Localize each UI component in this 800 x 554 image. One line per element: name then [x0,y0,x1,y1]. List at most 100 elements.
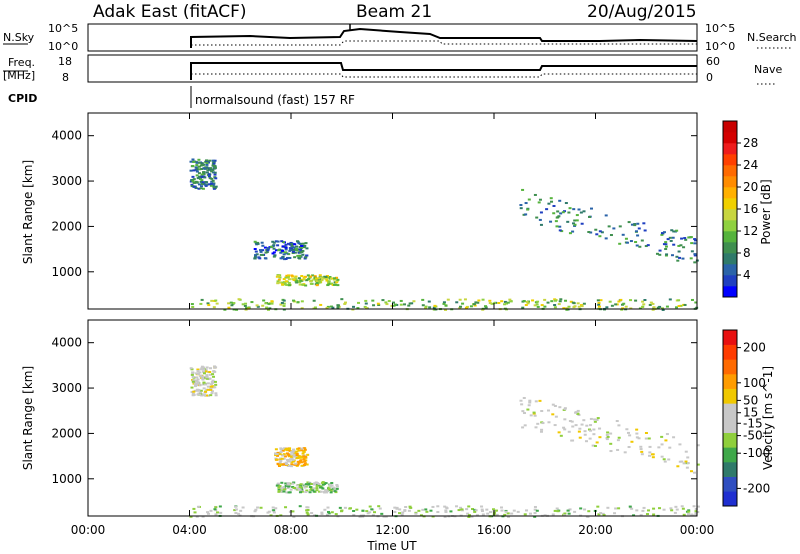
echo-cell [300,251,304,254]
echo-cell [200,173,204,176]
echo-cell [300,490,304,493]
echo-cell [433,304,437,307]
echo-cell [286,487,290,490]
echo-cell [672,230,676,233]
echo-cell [330,481,334,484]
echo-cell [234,505,238,508]
echo-cell [289,488,293,491]
echo-cell [335,485,339,488]
echo-cell [195,181,199,184]
echo-cell [200,367,204,370]
echo-cell [261,253,265,256]
echo-cell [274,507,278,510]
echo-cell [310,487,314,490]
echo-cell [284,276,288,279]
echo-cell [314,278,318,281]
echo-cell [302,464,306,467]
echo-cell [206,169,210,172]
echo-cell [287,275,291,278]
echo-cell [294,280,298,283]
echo-cell [302,276,306,279]
echo-cell [280,240,284,243]
echo-cell [477,299,481,302]
echo-cell [199,185,203,188]
echo-cell [318,280,322,283]
echo-cell [444,510,448,513]
echo-cell [578,436,582,439]
x-tick-label: 12:00 [375,523,410,537]
echo-cell [539,223,543,226]
echo-cell [639,445,643,448]
echo-cell [467,515,471,518]
echo-cell [189,160,193,163]
echo-cell [194,384,198,387]
echo-cell [599,512,603,515]
echo-cell [574,424,578,427]
echo-cell [298,255,302,258]
echo-cell [301,249,305,252]
echo-cell [591,444,595,447]
echo-cell [321,481,325,484]
echo-cell [561,211,565,214]
echo-cell [295,452,299,455]
echo-region-mid-range-patch [274,447,310,468]
echo-cell [292,246,296,249]
echo-cell [199,391,203,394]
echo-cell [637,437,641,440]
echo-cell [295,450,299,453]
echo-cell [333,490,337,493]
echo-cell [288,453,292,456]
echo-cell [640,450,644,453]
echo-cell [605,306,609,309]
echo-cell [670,509,674,512]
echo-cell [291,510,295,513]
echo-cell [205,159,209,162]
echo-cell [662,458,666,461]
echo-cell [617,507,621,510]
echo-cell [284,251,288,254]
colorbar-swatch [723,388,737,404]
echo-cell [432,306,436,309]
echo-cell [195,380,199,383]
echo-cell [293,256,297,259]
echo-cell [492,508,496,511]
echo-cell [589,424,593,427]
echo-cell [365,307,369,310]
echo-cell [436,511,440,514]
echo-cell [328,276,332,279]
echo-cell [284,484,288,487]
echo-cell [290,461,294,464]
echo-cell [204,370,208,373]
colorbar-swatch [723,132,737,144]
echo-cell [315,281,319,284]
echo-cell [551,403,555,406]
echo-cell [309,280,313,283]
echo-cell [287,449,291,452]
echo-cell [377,505,381,508]
echo-cell [291,458,295,461]
echo-cell [315,483,319,486]
echo-cell [202,387,206,390]
velocity-echoes [189,365,700,518]
echo-cell [692,471,696,474]
echo-cell [432,308,436,311]
echo-cell [297,449,301,452]
echo-cell [299,456,303,459]
echo-cell [298,505,302,508]
echo-cell [326,305,330,308]
y-tick-label: 4000 [51,129,82,143]
echo-cell [475,514,479,517]
echo-cell [274,448,278,451]
echo-cell [285,256,289,259]
echo-cell [534,400,538,403]
echo-cell [612,227,616,230]
echo-cell [290,242,294,245]
echo-cell [660,443,664,446]
echo-cell [506,301,510,304]
y-tick-label: 2000 [51,219,82,233]
echo-cell [532,412,536,415]
echo-cell [641,509,645,512]
echo-cell [567,305,571,308]
echo-cell [500,300,504,303]
echo-cell [377,303,381,306]
